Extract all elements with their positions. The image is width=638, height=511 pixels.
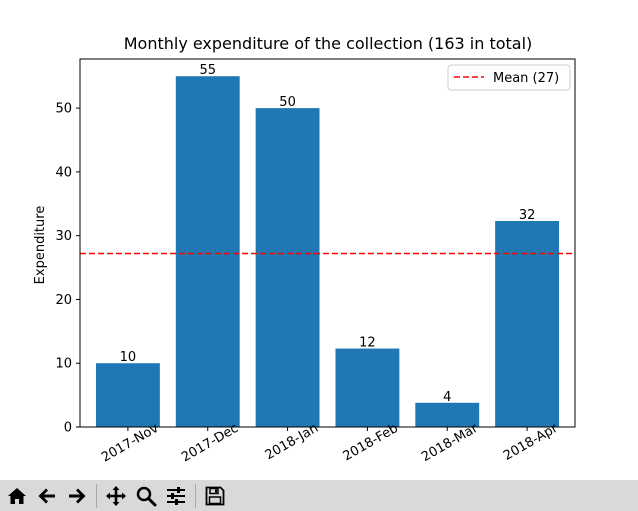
bar-value-label: 4 xyxy=(443,390,451,405)
home-icon xyxy=(8,487,26,504)
y-tick-label: 20 xyxy=(55,293,72,308)
bar-value-label: 32 xyxy=(519,208,536,223)
toolbar-separator xyxy=(96,483,97,508)
y-tick-label: 10 xyxy=(55,357,72,372)
y-tick-label: 30 xyxy=(55,229,72,244)
pan-button[interactable] xyxy=(102,482,130,510)
bar-2018-Feb xyxy=(335,348,400,427)
y-axis-ticks: 0 10 20 30 40 50 xyxy=(55,102,80,436)
legend-mean-label: Mean (27) xyxy=(493,71,559,86)
chart-title: Monthly expenditure of the collection (1… xyxy=(124,34,533,53)
bar-value-label: 55 xyxy=(199,63,216,78)
y-tick-label: 40 xyxy=(55,165,72,180)
legend: Mean (27) xyxy=(447,64,571,91)
save-button[interactable] xyxy=(201,482,229,510)
home-button[interactable] xyxy=(3,482,31,510)
bar-value-label: 12 xyxy=(359,336,376,351)
x-tick-label: 2017-Dec xyxy=(179,421,241,465)
configure-subplots-button[interactable] xyxy=(162,482,190,510)
forward-arrow-icon xyxy=(69,488,86,503)
y-axis-label: Expenditure xyxy=(33,206,48,285)
bar-2018-Mar xyxy=(415,402,480,427)
matplotlib-toolbar xyxy=(0,480,638,511)
bar-2017-Dec xyxy=(175,76,240,428)
forward-button[interactable] xyxy=(63,482,91,510)
sliders-icon xyxy=(167,486,185,505)
pan-move-icon xyxy=(106,485,126,506)
plot-frame xyxy=(79,58,576,428)
save-floppy-icon xyxy=(205,486,225,505)
legend-box xyxy=(447,64,571,91)
bar-2018-Jan xyxy=(255,108,320,427)
y-tick-label: 50 xyxy=(55,102,72,117)
zoom-button[interactable] xyxy=(132,482,160,510)
zoom-magnifier-icon xyxy=(136,486,157,506)
bar-value-labels: 10 55 50 12 4 32 xyxy=(120,63,536,405)
back-arrow-icon xyxy=(38,488,55,503)
toolbar-separator xyxy=(195,483,196,508)
bar-value-label: 10 xyxy=(120,350,137,365)
back-button[interactable] xyxy=(33,482,61,510)
bar-value-label: 50 xyxy=(279,95,296,110)
y-tick-label: 0 xyxy=(64,421,72,436)
bar-2017-Nov xyxy=(95,363,160,427)
bar-2018-Apr xyxy=(495,220,560,427)
bars xyxy=(95,76,560,428)
bar-chart: Monthly expenditure of the collection (1… xyxy=(33,34,576,465)
